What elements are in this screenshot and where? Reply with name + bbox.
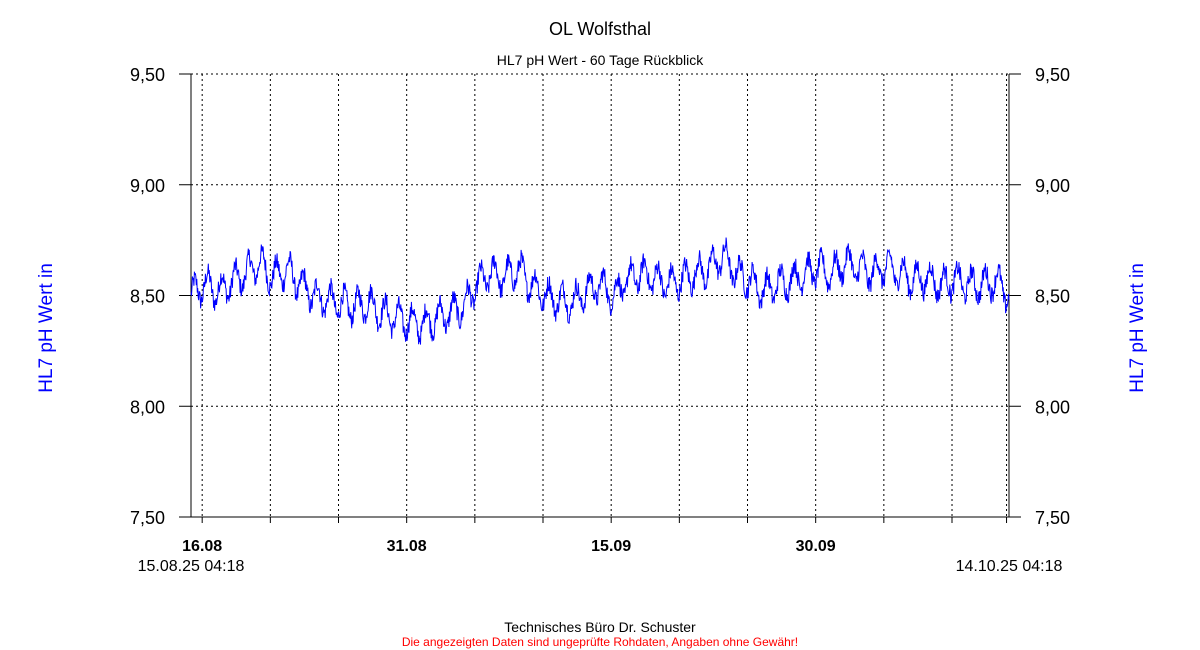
footer-company: Technisches Büro Dr. Schuster bbox=[504, 619, 696, 635]
y-ticks-right: 9,50 9,00 8,50 8,00 7,50 bbox=[1009, 65, 1070, 528]
y-tick-label: 9,00 bbox=[1035, 176, 1070, 196]
y-axis-label-left: HL7 pH Wert in bbox=[36, 263, 57, 393]
y-tick-label: 7,50 bbox=[130, 508, 165, 528]
y-tick-label: 9,50 bbox=[130, 65, 165, 85]
y-ticks-left: 9,50 9,00 8,50 8,00 7,50 bbox=[130, 65, 191, 528]
chart-subtitle: HL7 pH Wert - 60 Tage Rückblick bbox=[497, 52, 704, 68]
x-tick-label: 30.09 bbox=[796, 538, 836, 555]
y-tick-label: 9,50 bbox=[1035, 65, 1070, 85]
x-tick-label: 16.08 bbox=[182, 538, 222, 555]
y-tick-label: 7,50 bbox=[1035, 508, 1070, 528]
chart-title: OL Wolfsthal bbox=[549, 19, 651, 39]
y-axis-label-right: HL7 pH Wert in bbox=[1127, 263, 1148, 393]
x-tick-label: 15.09 bbox=[591, 538, 631, 555]
y-tick-label: 9,00 bbox=[130, 176, 165, 196]
grid-lines bbox=[191, 73, 1009, 517]
y-tick-label: 8,50 bbox=[1035, 287, 1070, 307]
ph-series-line bbox=[190, 237, 1010, 345]
y-tick-label: 8,00 bbox=[1035, 397, 1070, 417]
y-tick-label: 8,50 bbox=[130, 287, 165, 307]
x-tick-label: 31.08 bbox=[387, 538, 427, 555]
x-ticks: 16.08 31.08 15.09 30.09 bbox=[182, 517, 1008, 555]
footer-disclaimer: Die angezeigten Daten sind ungeprüfte Ro… bbox=[402, 635, 798, 649]
start-timestamp: 15.08.25 04:18 bbox=[138, 558, 245, 575]
y-tick-label: 8,00 bbox=[130, 397, 165, 417]
end-timestamp: 14.10.25 04:18 bbox=[956, 558, 1063, 575]
